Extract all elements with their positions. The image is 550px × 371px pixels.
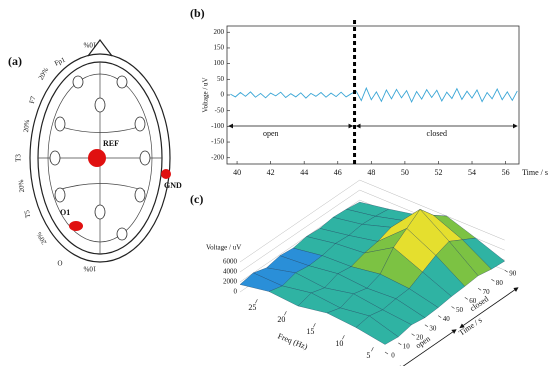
x-tick-label: 5 xyxy=(366,351,370,360)
y-tick-label: 10 xyxy=(403,343,411,351)
x-tick-label: 46 xyxy=(334,168,342,177)
y-tick xyxy=(451,306,455,309)
scalp-label: T3 xyxy=(15,154,23,162)
x-tick-label: 52 xyxy=(434,168,442,177)
y-tick xyxy=(411,333,415,337)
scalp-label: 10% xyxy=(83,264,96,272)
x-tick-label: 10 xyxy=(335,339,343,348)
z-tick-label: 2000 xyxy=(223,278,238,286)
electrode xyxy=(54,187,66,203)
z-axis-label: Voltage / uV xyxy=(206,244,241,252)
y-tick xyxy=(504,269,508,273)
y-tick xyxy=(424,324,429,327)
y-tick-label: 30 xyxy=(429,324,437,332)
z-tick-label: 0 xyxy=(234,288,238,296)
y-tick-label: 80 xyxy=(496,279,504,287)
scalp-labels: Fp1 10% 20% F7 20% T3 20% T5 20% O 10% xyxy=(15,40,97,272)
scalp-label: 20% xyxy=(17,179,26,193)
x-tick xyxy=(284,311,287,316)
electrode xyxy=(116,227,128,241)
scalp-label: O xyxy=(57,258,62,266)
y-tick-label: -100 xyxy=(211,122,224,130)
y-tick-label: 150 xyxy=(214,44,225,52)
o1-electrode xyxy=(69,221,83,231)
y-tick xyxy=(438,315,442,318)
x-tick-label: 20 xyxy=(277,315,285,324)
head-outline xyxy=(29,53,171,263)
electrode xyxy=(116,75,128,89)
y-tick xyxy=(384,351,389,355)
z-tick-label: 4000 xyxy=(223,268,238,276)
electrode xyxy=(49,150,61,166)
z-grid-line xyxy=(239,179,505,263)
plot-frame xyxy=(226,25,520,165)
electrodes xyxy=(49,75,151,241)
y-tick-label: 40 xyxy=(443,315,451,323)
ref-electrode xyxy=(88,149,106,167)
z-tick-label: 6000 xyxy=(223,258,238,266)
electrode xyxy=(134,116,146,132)
x-tick xyxy=(255,299,258,304)
nose xyxy=(87,39,113,57)
electrode-label: GND xyxy=(164,181,182,190)
scalp-label: T5 xyxy=(23,209,32,219)
y-tick-label: 50 xyxy=(456,306,464,314)
panel-label: (b) xyxy=(190,6,205,20)
x-tick-label: 48 xyxy=(367,168,375,177)
y-tick-label: 0 xyxy=(391,352,395,360)
x-tick-label: 40 xyxy=(233,168,241,177)
y-tick-label: 0 xyxy=(221,91,225,99)
y-tick-label: 50 xyxy=(217,75,225,83)
electrode xyxy=(134,187,146,203)
period-label: closed xyxy=(427,129,447,138)
y-tick xyxy=(464,297,468,300)
x-tick-label: 50 xyxy=(401,168,409,177)
x-tick-label: 54 xyxy=(468,168,476,177)
x-tick-label: 25 xyxy=(248,303,256,312)
period-label: open xyxy=(263,129,279,138)
period-arrow xyxy=(459,287,519,329)
x-tick-label: 44 xyxy=(300,168,308,177)
electrode-label: O1 xyxy=(60,208,70,217)
scalp-label: 20% xyxy=(37,66,50,81)
electrode xyxy=(139,150,151,166)
y-tick xyxy=(477,288,482,291)
head-diagram: (a) REF GND O1 Fp1 10% 20% F7 20% T3 20% T5 20% O… xyxy=(8,39,182,272)
x-tick-label: 42 xyxy=(267,168,275,177)
x-tick xyxy=(371,347,374,352)
gnd-electrode xyxy=(161,169,171,179)
x-axis-label: Time / s xyxy=(522,168,548,177)
scalp-label: 10% xyxy=(83,40,96,48)
y-tick-label: -200 xyxy=(211,153,224,161)
signal-line xyxy=(230,86,518,103)
electrode xyxy=(54,116,66,132)
y-tick-label: -50 xyxy=(215,106,225,114)
period-arrow xyxy=(397,329,457,371)
electrode-label: REF xyxy=(103,139,119,148)
panel-label: (c) xyxy=(190,192,203,206)
x-tick-label: 15 xyxy=(306,327,314,336)
x-tick-label: 56 xyxy=(502,168,510,177)
y-axis-label: Voltage / uV xyxy=(202,77,210,112)
y-tick xyxy=(398,342,402,346)
electrode xyxy=(94,204,106,220)
x-tick xyxy=(342,335,345,340)
y-tick-label: -150 xyxy=(211,138,224,146)
scalp-label: F7 xyxy=(28,95,38,105)
y-tick-label: 90 xyxy=(509,270,517,278)
panel-label: (a) xyxy=(8,54,22,68)
y-tick-label: 100 xyxy=(214,59,225,67)
scalp-label: 20% xyxy=(35,230,48,245)
x-tick xyxy=(313,323,316,328)
scalp-label: Fp1 xyxy=(53,56,67,68)
x-axis-label: Freq (Hz) xyxy=(277,331,310,351)
y-tick xyxy=(491,278,495,282)
y-tick-label: 200 xyxy=(214,28,225,36)
electrode xyxy=(72,75,84,89)
electrode xyxy=(94,97,106,113)
scalp-label: 20% xyxy=(22,119,31,133)
